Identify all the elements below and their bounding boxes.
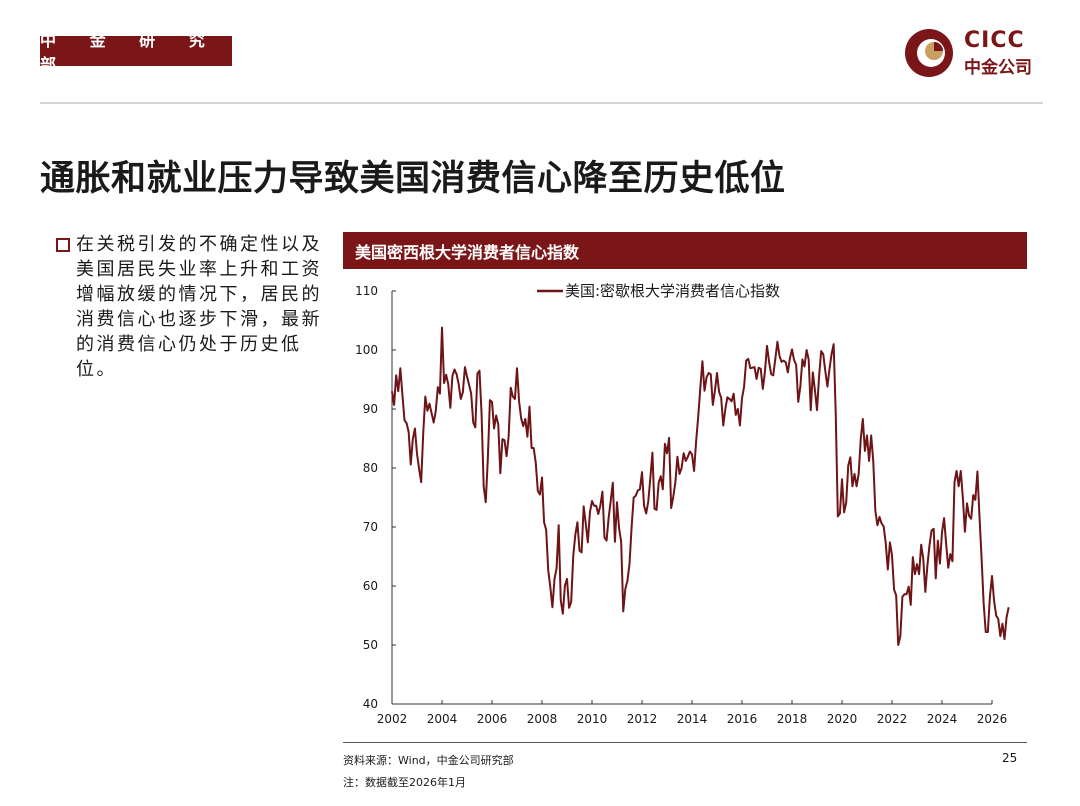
- x-tick-label: 2018: [777, 712, 808, 726]
- data-cutoff-note: 注：数据截至2026年1月: [343, 776, 466, 789]
- page-number: 25: [1002, 751, 1018, 765]
- x-tick-label: 2026: [977, 712, 1008, 726]
- y-tick-label: 50: [363, 638, 378, 652]
- source-note: 资料来源：Wind，中金公司研究部: [343, 754, 514, 767]
- legend-label: 美国:密歇根大学消费者信心指数: [565, 282, 780, 300]
- logo-text-cn: 中金公司: [964, 58, 1032, 78]
- x-tick-label: 2008: [527, 712, 558, 726]
- chart-header-bar: 美国密西根大学消费者信心指数: [343, 232, 1027, 269]
- x-tick-label: 2010: [577, 712, 608, 726]
- x-tick-label: 2002: [377, 712, 408, 726]
- logo-text-en: CICC: [964, 28, 1025, 53]
- bullet-paragraph: 在关税引发的不确定性以及美国居民失业率上升和工资增幅放缓的情况下，居民的消费信心…: [76, 234, 322, 380]
- chart-title: 美国密西根大学消费者信心指数: [355, 242, 580, 262]
- y-tick-label: 90: [363, 402, 378, 416]
- department-tag: 中 金 研 究 部: [40, 31, 232, 74]
- y-tick-label: 100: [355, 343, 378, 357]
- x-tick-label: 2014: [677, 712, 708, 726]
- line-chart: 40 50 60 70 80 90 100 110 2002 2004 2006 2008 2010 20…: [355, 282, 1010, 726]
- cicc-logo: CICC 中金公司: [902, 26, 1047, 80]
- x-tick-label: 2024: [927, 712, 958, 726]
- x-tick-label: 2022: [877, 712, 908, 726]
- y-tick-label: 80: [363, 461, 378, 475]
- x-tick-label: 2004: [427, 712, 458, 726]
- y-tick-label: 70: [363, 520, 378, 534]
- page-title: 通胀和就业压力导致美国消费信心降至历史低位: [40, 159, 786, 199]
- cicc-logo-mark-icon: [905, 29, 953, 77]
- header-divider: [40, 102, 1043, 104]
- footer-divider: [343, 742, 1027, 743]
- x-tick-label: 2020: [827, 712, 858, 726]
- x-tick-label: 2006: [477, 712, 508, 726]
- y-tick-label: 110: [355, 284, 378, 298]
- series-line: [391, 326, 1010, 646]
- y-tick-label: 60: [363, 579, 378, 593]
- x-tick-label: 2016: [727, 712, 758, 726]
- y-tick-label: 40: [363, 697, 378, 711]
- x-tick-label: 2012: [627, 712, 658, 726]
- bullet-square-icon: [56, 238, 70, 252]
